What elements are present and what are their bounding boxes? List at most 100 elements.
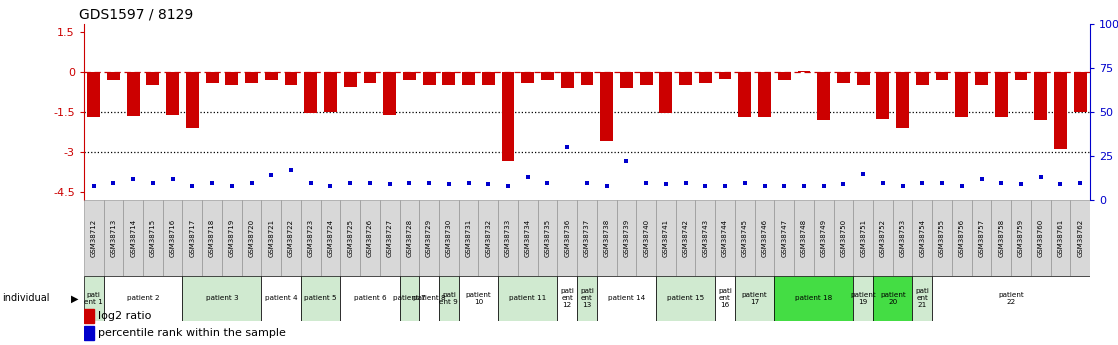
Bar bbox=[262, 276, 301, 321]
Text: GSM38733: GSM38733 bbox=[505, 219, 511, 257]
Text: patient 18: patient 18 bbox=[795, 295, 833, 302]
Text: GSM38723: GSM38723 bbox=[307, 219, 314, 257]
Point bbox=[480, 181, 498, 187]
Text: GSM38717: GSM38717 bbox=[189, 219, 196, 257]
Bar bbox=[104, 276, 182, 321]
Text: GSM38755: GSM38755 bbox=[939, 219, 945, 257]
Text: GSM38725: GSM38725 bbox=[348, 219, 353, 257]
Bar bbox=[84, 200, 104, 276]
Bar bbox=[499, 200, 518, 276]
Point bbox=[1012, 181, 1030, 187]
Bar bbox=[561, 72, 574, 88]
Bar bbox=[499, 276, 558, 321]
Text: patient
22: patient 22 bbox=[998, 292, 1024, 305]
Text: GSM38722: GSM38722 bbox=[288, 219, 294, 257]
Text: GSM38730: GSM38730 bbox=[446, 219, 452, 257]
Point bbox=[222, 183, 240, 189]
Bar bbox=[262, 200, 281, 276]
Bar bbox=[778, 72, 790, 80]
Bar bbox=[304, 72, 318, 114]
Bar bbox=[206, 72, 218, 83]
Bar bbox=[1051, 200, 1070, 276]
Bar bbox=[699, 72, 712, 83]
Bar bbox=[479, 200, 499, 276]
Bar bbox=[956, 72, 968, 117]
Bar bbox=[1031, 200, 1051, 276]
Bar bbox=[163, 200, 182, 276]
Bar bbox=[1011, 200, 1031, 276]
Text: patient 7: patient 7 bbox=[394, 295, 426, 302]
Point bbox=[144, 180, 162, 185]
Point bbox=[203, 180, 221, 185]
Text: GSM38735: GSM38735 bbox=[544, 219, 550, 257]
Bar bbox=[656, 200, 675, 276]
Bar bbox=[301, 200, 321, 276]
Text: GSM38758: GSM38758 bbox=[998, 219, 1004, 257]
Text: GSM38749: GSM38749 bbox=[821, 219, 826, 257]
Point bbox=[893, 183, 911, 189]
Text: GSM38738: GSM38738 bbox=[604, 219, 609, 257]
Point bbox=[400, 180, 418, 185]
Point bbox=[558, 145, 576, 150]
Bar bbox=[620, 72, 633, 88]
Bar bbox=[87, 72, 101, 117]
Point bbox=[1052, 181, 1070, 187]
Text: GSM38743: GSM38743 bbox=[702, 219, 709, 257]
Bar bbox=[324, 72, 337, 112]
Text: patient
10: patient 10 bbox=[465, 292, 491, 305]
Bar bbox=[84, 326, 94, 340]
Bar bbox=[143, 200, 163, 276]
Text: GSM38734: GSM38734 bbox=[524, 219, 531, 257]
Text: GSM38720: GSM38720 bbox=[248, 219, 255, 257]
Text: pati
ent
16: pati ent 16 bbox=[718, 288, 732, 308]
Bar bbox=[975, 72, 988, 86]
Text: pati
ent 1: pati ent 1 bbox=[84, 292, 103, 305]
Bar bbox=[932, 200, 951, 276]
Bar bbox=[1014, 72, 1027, 80]
Bar bbox=[84, 309, 94, 323]
Text: GSM38731: GSM38731 bbox=[465, 219, 472, 257]
Point bbox=[263, 173, 281, 178]
Bar bbox=[735, 200, 755, 276]
Bar bbox=[104, 200, 123, 276]
Text: log2 ratio: log2 ratio bbox=[97, 311, 151, 321]
Bar bbox=[541, 72, 553, 80]
Bar bbox=[482, 72, 494, 86]
Bar bbox=[502, 72, 514, 161]
Point bbox=[598, 183, 616, 189]
Point bbox=[104, 180, 122, 185]
Text: GSM38745: GSM38745 bbox=[741, 219, 748, 257]
Bar bbox=[834, 200, 853, 276]
Bar bbox=[423, 72, 436, 86]
Point bbox=[124, 176, 142, 182]
Text: pati
ent 9: pati ent 9 bbox=[439, 292, 458, 305]
Bar bbox=[241, 200, 262, 276]
Text: GSM38737: GSM38737 bbox=[584, 219, 590, 257]
Point bbox=[302, 180, 320, 185]
Bar bbox=[363, 72, 377, 83]
Text: GSM38751: GSM38751 bbox=[860, 219, 866, 257]
Text: GSM38715: GSM38715 bbox=[150, 219, 155, 257]
Bar bbox=[636, 200, 656, 276]
Bar bbox=[1070, 200, 1090, 276]
Bar bbox=[538, 200, 558, 276]
Text: patient 2: patient 2 bbox=[126, 295, 160, 302]
Point bbox=[439, 181, 457, 187]
Text: patient 4: patient 4 bbox=[265, 295, 297, 302]
Bar bbox=[360, 200, 380, 276]
Bar bbox=[577, 276, 597, 321]
Bar bbox=[916, 72, 929, 86]
Bar bbox=[462, 72, 475, 86]
Text: GSM38729: GSM38729 bbox=[426, 219, 433, 257]
Text: individual: individual bbox=[2, 294, 49, 303]
Bar bbox=[877, 72, 889, 119]
Point bbox=[183, 183, 201, 189]
Text: GSM38716: GSM38716 bbox=[170, 219, 176, 257]
Bar bbox=[814, 200, 834, 276]
Bar bbox=[775, 276, 853, 321]
Bar bbox=[1034, 72, 1048, 120]
Text: GSM38721: GSM38721 bbox=[268, 219, 274, 257]
Bar bbox=[719, 72, 731, 79]
Text: GSM38739: GSM38739 bbox=[624, 219, 629, 257]
Point bbox=[756, 183, 774, 189]
